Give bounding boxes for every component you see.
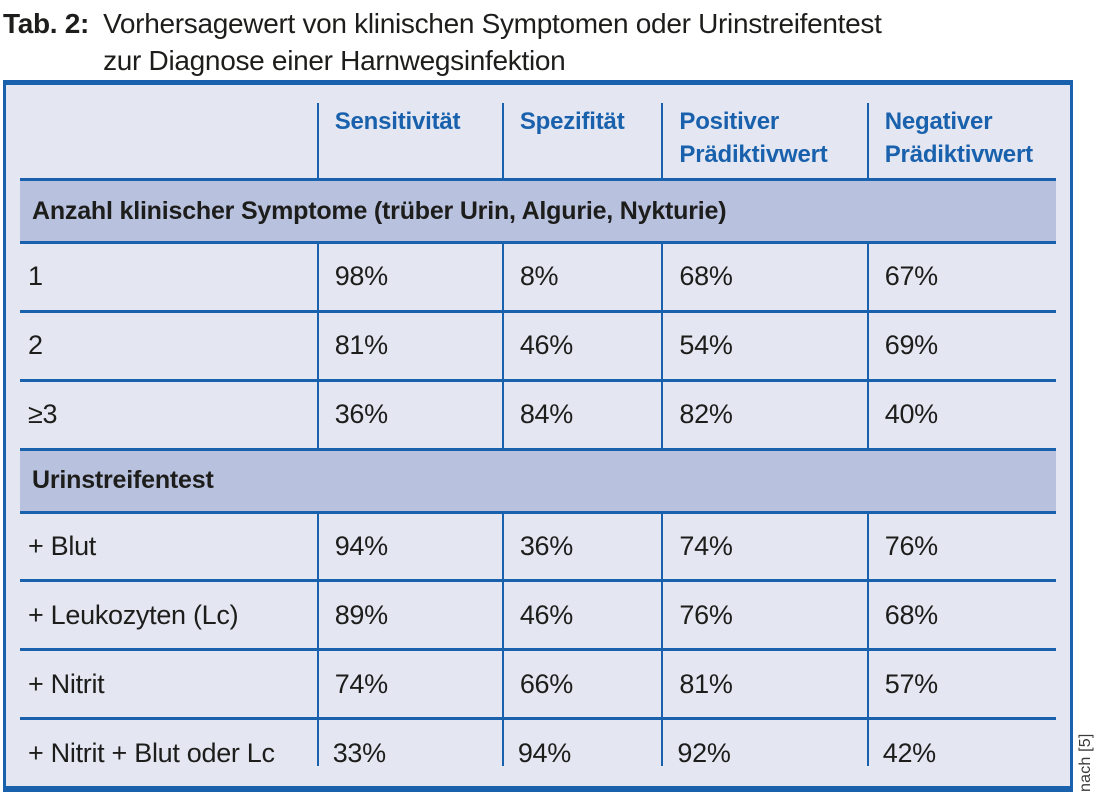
cell-ppv: 54% — [661, 312, 866, 379]
table-row: 1 98% 8% 68% 67% — [6, 244, 1070, 310]
cell-sensitivitaet: 94% — [316, 513, 502, 580]
cell-npv: 69% — [866, 312, 1070, 379]
cell-sensitivitaet: 33% — [316, 720, 502, 786]
column-header-spezifitaet: Spezifität — [501, 103, 662, 178]
cell-npv: 76% — [866, 513, 1070, 580]
table-row: + Nitrit 74% 66% 81% 57% — [6, 651, 1070, 718]
row-divider — [20, 648, 1056, 652]
column-header-empty — [6, 103, 317, 178]
table-row: 2 81% 46% 54% 69% — [6, 312, 1070, 379]
row-label: + Nitrit + Blut oder Lc — [28, 737, 275, 768]
column-header-positiver-praediktivwert: Positiver Prädiktivwert — [661, 103, 866, 178]
row-label: + Blut — [28, 531, 96, 561]
cell-ppv: 81% — [661, 651, 866, 718]
cell-spezifitaet: 84% — [501, 381, 662, 448]
cell-npv: 68% — [866, 582, 1070, 649]
caption-text: Vorhersagewert von klinischen Symptomen … — [103, 5, 882, 79]
cell-sensitivitaet: 81% — [316, 312, 502, 379]
cell-ppv: 74% — [661, 513, 866, 580]
row-label: + Nitrit — [28, 668, 105, 699]
row-divider — [20, 309, 1056, 313]
row-divider — [20, 378, 1056, 382]
cell-npv: 42% — [866, 720, 1070, 786]
cell-sensitivitaet: 98% — [316, 244, 502, 310]
data-table: Sensitivität Spezifität Positiver Prädik… — [3, 80, 1073, 792]
cell-spezifitaet: 66% — [501, 651, 662, 718]
column-header-sensitivitaet: Sensitivität — [316, 103, 502, 178]
cell-ppv: 82% — [661, 381, 866, 448]
row-label: 2 — [28, 330, 43, 361]
cell-spezifitaet: 8% — [501, 244, 662, 310]
cell-sensitivitaet: 89% — [316, 582, 502, 649]
cell-spezifitaet: 46% — [501, 582, 662, 649]
row-label: + Leukozyten (Lc) — [28, 599, 239, 630]
row-label: 1 — [28, 261, 43, 292]
row-divider — [20, 579, 1056, 583]
caption-line-1: Vorhersagewert von klinischen Symptomen … — [103, 8, 882, 39]
cell-spezifitaet: 94% — [501, 720, 662, 786]
cell-npv: 40% — [866, 381, 1070, 448]
row-divider — [20, 717, 1056, 721]
section-header-urinstreifentest: Urinstreifentest — [20, 447, 1056, 514]
cell-ppv: 68% — [661, 244, 866, 310]
source-note: nach [5] — [1077, 733, 1094, 792]
section-header-symptome: Anzahl klinischer Symptome (trüber Urin,… — [20, 178, 1056, 244]
cell-sensitivitaet: 74% — [316, 651, 502, 718]
table-row: ≥3 36% 84% 82% 40% — [6, 381, 1070, 448]
cell-spezifitaet: 36% — [501, 513, 662, 580]
table-header-row: Sensitivität Spezifität Positiver Prädik… — [6, 103, 1070, 178]
row-label: ≥3 — [28, 399, 58, 430]
column-header-negativer-praediktivwert: Negativer Prädiktivwert — [866, 103, 1070, 178]
cell-npv: 67% — [866, 244, 1070, 310]
caption-line-2: zur Diagnose einer Harnwegsinfektion — [103, 45, 566, 76]
table-row: + Nitrit + Blut oder Lc 33% 94% 92% 42% — [6, 720, 1070, 786]
cell-sensitivitaet: 36% — [316, 381, 502, 448]
cell-npv: 57% — [866, 651, 1070, 718]
cell-ppv: 76% — [661, 582, 866, 649]
caption-label: Tab. 2: — [3, 8, 90, 39]
table-caption: Tab. 2: Vorhersagewert von klinischen Sy… — [3, 5, 882, 79]
cell-ppv: 92% — [661, 720, 866, 786]
table-row: + Blut 94% 36% 74% 76% — [6, 513, 1070, 580]
cell-spezifitaet: 46% — [501, 312, 662, 379]
table-row: + Leukozyten (Lc) 89% 46% 76% 68% — [6, 582, 1070, 649]
